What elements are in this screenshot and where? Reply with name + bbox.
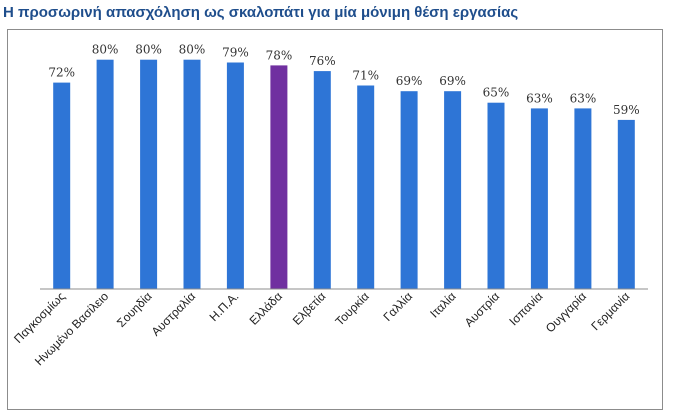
data-label: 79% <box>222 46 249 60</box>
data-label: 78% <box>266 48 293 62</box>
x-tick-label: Ηνωμένο Βασίλειο <box>32 289 111 368</box>
bar <box>617 119 635 290</box>
data-label: 80% <box>179 43 206 57</box>
bar <box>400 91 418 289</box>
x-tick-label: Γαλλία <box>380 289 415 324</box>
data-label: 80% <box>92 43 119 57</box>
bar <box>270 65 288 290</box>
x-tick-label: Ελλάδα <box>247 289 285 327</box>
x-tick-label: Η.Π.Α. <box>207 289 242 324</box>
x-tick-label: Ελβετία <box>290 289 329 328</box>
data-label: 63% <box>526 91 553 105</box>
x-tick-label: Ουγγαρία <box>543 289 589 335</box>
data-label: 65% <box>483 86 510 100</box>
x-tick-label: Ισπανία <box>506 289 545 328</box>
x-tick-label: Αυστραλία <box>149 289 199 339</box>
bar <box>313 71 331 289</box>
data-label: 63% <box>570 91 597 105</box>
bar <box>140 59 158 290</box>
bar <box>444 91 462 289</box>
bar <box>96 59 114 290</box>
x-tick-label: Τουρκία <box>332 289 371 328</box>
chart-title: Η προσωρινή απασχόληση ως σκαλοπάτι για … <box>3 4 519 21</box>
bar <box>53 82 71 289</box>
data-label: 71% <box>352 69 379 83</box>
data-label: 69% <box>439 74 466 88</box>
x-tick-label: Αυστρία <box>462 289 502 329</box>
data-label: 80% <box>135 43 162 57</box>
bar <box>487 102 505 289</box>
bar <box>357 85 375 289</box>
data-label: 76% <box>309 54 336 68</box>
bar <box>183 59 201 290</box>
data-label: 69% <box>396 74 423 88</box>
chart-frame <box>7 29 663 410</box>
x-tick-label: Γερμανία <box>588 289 632 333</box>
bar <box>530 108 548 290</box>
bar <box>574 108 592 290</box>
data-label: 59% <box>613 103 640 117</box>
x-tick-label: Ιταλία <box>427 289 458 320</box>
data-label: 72% <box>48 66 75 80</box>
bar <box>226 62 244 289</box>
x-tick-label: Σουηδία <box>114 289 155 330</box>
